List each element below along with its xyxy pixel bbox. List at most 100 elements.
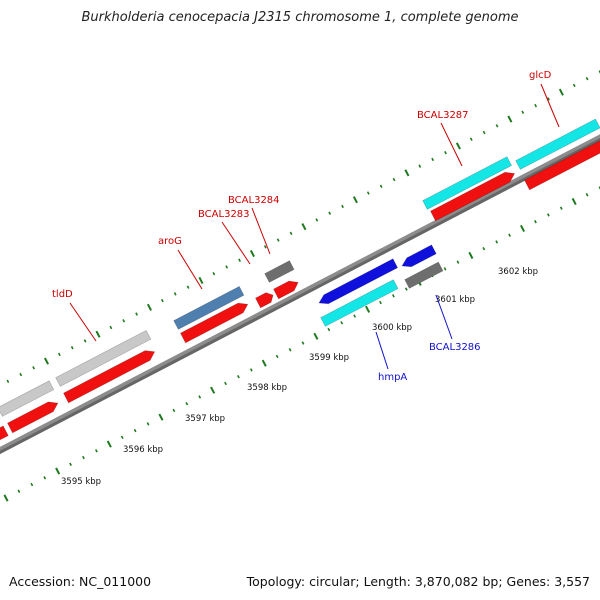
tick-mark xyxy=(225,265,229,269)
tick-mark xyxy=(249,249,255,258)
accession-text: Accession: NC_011000 xyxy=(9,574,152,589)
tick-mark xyxy=(43,476,47,480)
cds-arrow xyxy=(273,280,299,300)
gene-arrow-cyan xyxy=(320,279,399,327)
tick-mark xyxy=(365,305,371,313)
tick-mark xyxy=(546,213,550,217)
tick-mark xyxy=(507,115,513,123)
gene-arrow-blue xyxy=(318,258,399,305)
tick-mark xyxy=(30,482,34,487)
scale-label: 3602 kbp xyxy=(498,267,538,277)
tick-mark xyxy=(508,233,512,237)
tick-mark xyxy=(431,157,435,162)
gene-arrow-blue xyxy=(401,244,437,268)
tick-mark xyxy=(173,292,177,296)
tick-mark xyxy=(185,401,189,406)
tick-mark xyxy=(341,204,344,209)
tick-mark xyxy=(83,339,87,343)
tick-mark xyxy=(585,193,589,197)
cds-arrow xyxy=(524,140,600,191)
tick-mark xyxy=(392,177,396,182)
tick-mark xyxy=(379,184,383,188)
tick-mark xyxy=(340,321,344,325)
map-title: Burkholderia cenocepacia J2315 chromosom… xyxy=(81,10,519,25)
leader-line xyxy=(251,207,271,255)
tick-mark xyxy=(94,449,98,453)
gene-arrow-darkgray xyxy=(264,260,295,283)
gene-arrow-darkgray xyxy=(404,261,444,289)
tick-mark xyxy=(57,352,61,357)
leader-line xyxy=(375,331,389,370)
tick-mark xyxy=(301,341,305,345)
genome-summary-text: Topology: circular; Length: 3,870,082 bp… xyxy=(246,574,590,589)
gene-arrow-steelblue xyxy=(173,285,245,330)
tick-mark xyxy=(289,231,293,236)
tick-mark xyxy=(558,88,564,96)
tick-mark xyxy=(379,300,382,305)
tick-mark xyxy=(534,219,537,224)
tick-mark xyxy=(366,191,370,195)
tick-mark xyxy=(120,435,124,440)
tick-mark xyxy=(418,164,422,168)
tick-mark xyxy=(172,408,176,413)
tick-mark xyxy=(3,494,9,502)
tick-mark xyxy=(572,83,576,88)
backbone-line xyxy=(0,134,600,451)
leader-line xyxy=(69,302,97,342)
gene-arrow-cyan xyxy=(422,156,513,210)
tick-mark xyxy=(133,428,137,433)
feature-label: BCAL3286 xyxy=(429,342,481,353)
tick-mark xyxy=(482,246,486,251)
tick-mark xyxy=(146,422,150,426)
feature-label: BCAL3287 xyxy=(417,110,469,121)
tick-mark xyxy=(69,462,72,467)
tick-mark xyxy=(55,467,61,475)
tick-mark xyxy=(353,314,357,318)
tick-mark xyxy=(328,211,332,215)
cds-arrow xyxy=(180,302,249,344)
tick-mark xyxy=(547,97,550,101)
tick-mark xyxy=(404,169,410,177)
track-layer xyxy=(0,70,600,502)
tick-mark xyxy=(238,258,241,262)
tick-mark xyxy=(70,345,74,350)
scale-label: 3601 kbp xyxy=(435,295,475,305)
tick-mark xyxy=(210,386,216,394)
feature-label: hmpA xyxy=(378,372,407,383)
tick-mark xyxy=(288,348,292,352)
feature-label: tldD xyxy=(52,289,73,300)
backbone-line-shadow xyxy=(0,134,600,455)
cds-arrow xyxy=(63,350,156,404)
tick-mark xyxy=(109,325,113,330)
tick-mark xyxy=(444,150,447,155)
tick-mark xyxy=(186,285,190,289)
leader-line xyxy=(540,83,560,128)
tick-mark xyxy=(352,196,358,204)
tick-mark xyxy=(276,238,280,242)
tick-mark xyxy=(19,372,23,377)
feature-layer xyxy=(0,118,600,441)
tick-mark xyxy=(95,330,101,338)
scale-label: 3600 kbp xyxy=(372,323,412,333)
tick-mark xyxy=(135,312,138,316)
tick-mark xyxy=(106,440,112,448)
tick-mark xyxy=(82,455,85,460)
leader-line xyxy=(177,249,203,290)
tick-mark xyxy=(456,260,460,264)
tick-mark xyxy=(404,287,408,291)
cds-arrow xyxy=(7,401,59,434)
scale-label: 3597 kbp xyxy=(185,414,225,424)
tick-mark xyxy=(455,142,461,150)
tick-mark xyxy=(263,245,267,249)
scale-label: 3599 kbp xyxy=(309,353,349,363)
tick-mark xyxy=(275,354,279,359)
tick-mark xyxy=(198,395,202,399)
tick-mark xyxy=(122,319,126,323)
tick-mark xyxy=(158,413,164,421)
cds-arrow xyxy=(430,171,516,222)
scale-label: 3595 kbp xyxy=(61,477,101,487)
tick-mark xyxy=(224,381,227,386)
tick-mark xyxy=(212,272,216,276)
tick-mark xyxy=(249,368,253,372)
